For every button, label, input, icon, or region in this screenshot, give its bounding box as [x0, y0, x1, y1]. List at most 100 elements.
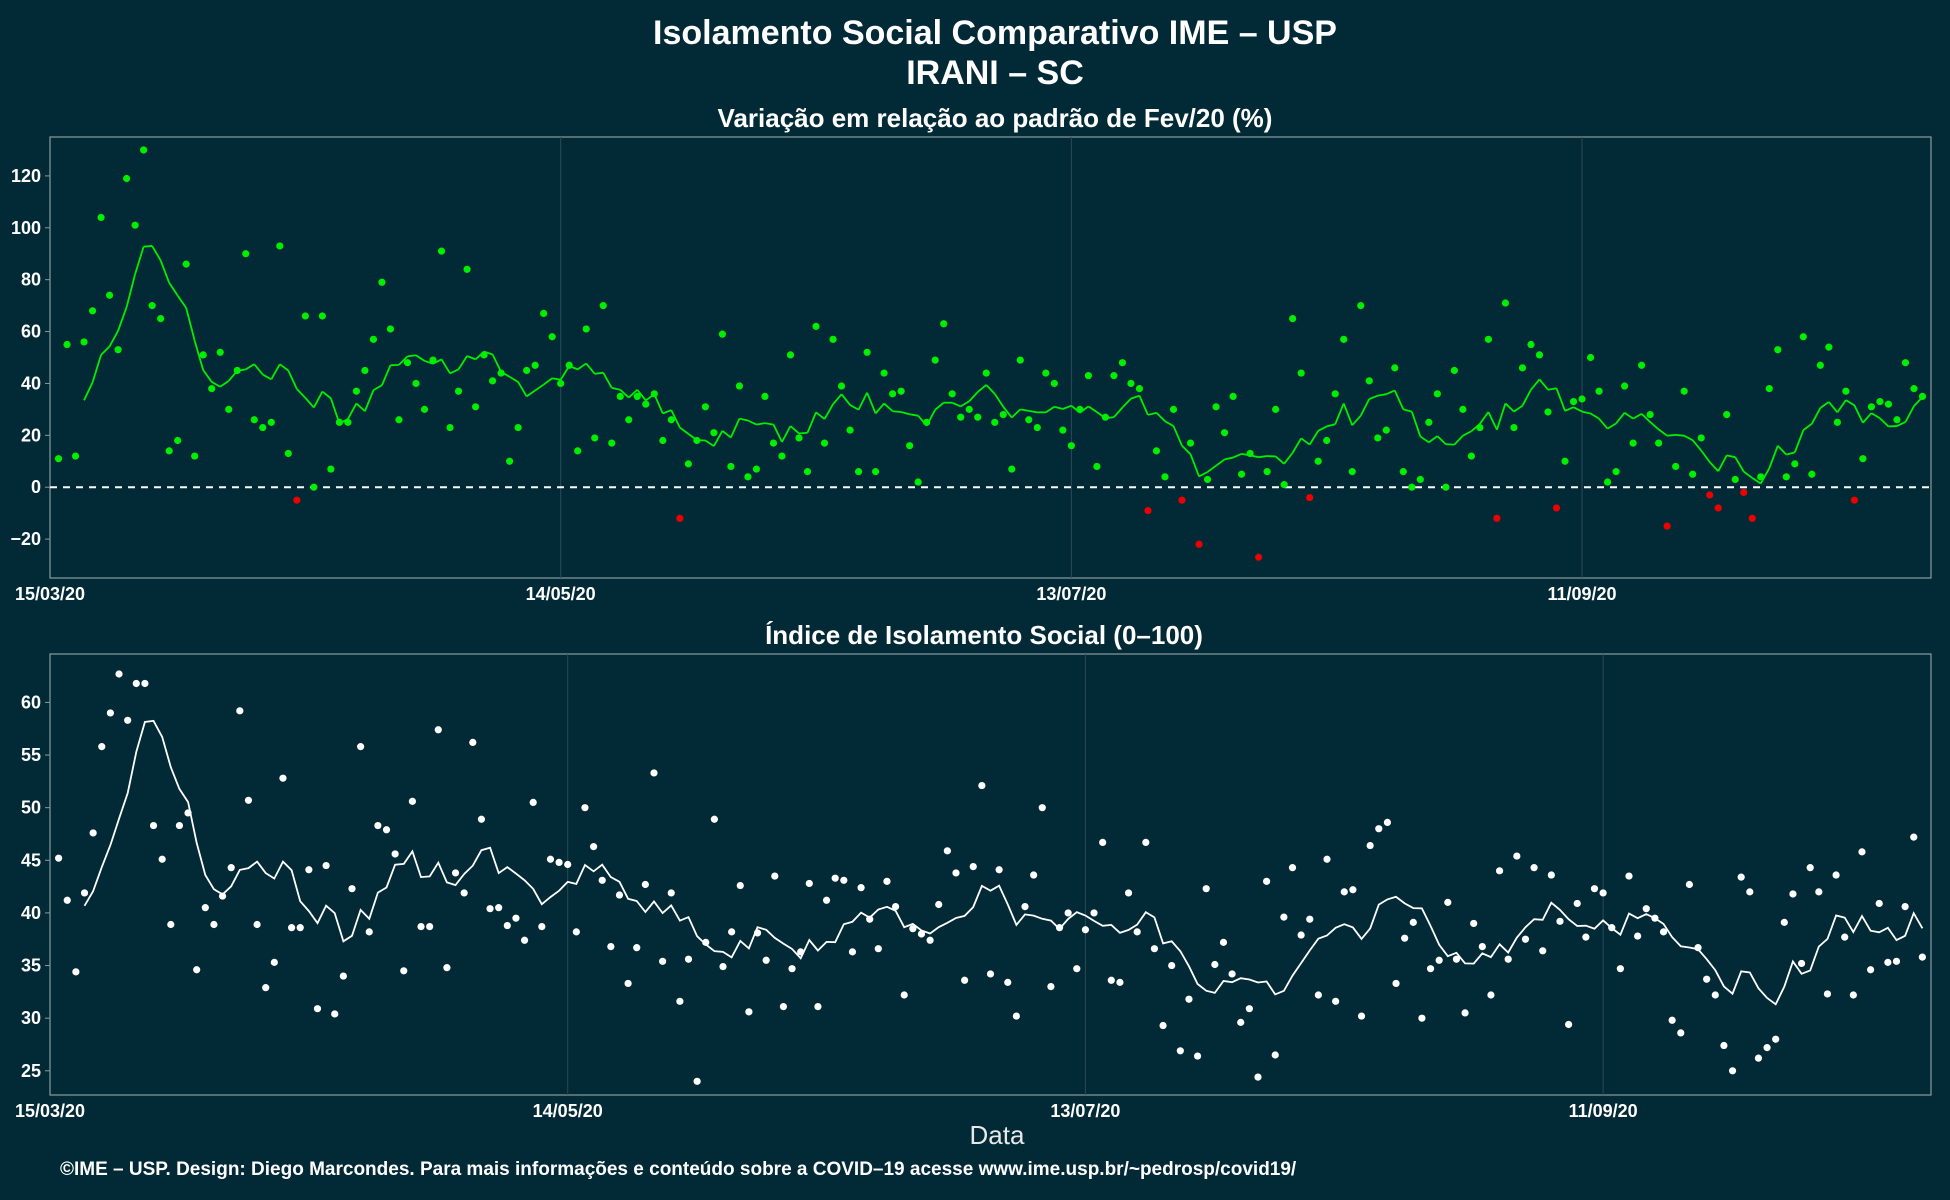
- data-point: [693, 436, 701, 445]
- data-point: [1220, 429, 1229, 437]
- data-point: [276, 242, 284, 250]
- data-point: [1365, 377, 1373, 385]
- data-point: [906, 442, 914, 450]
- data-point: [900, 991, 908, 999]
- data-point: [1263, 468, 1271, 476]
- trend-line-segment: [1521, 389, 1532, 407]
- trend-line-segment: [1598, 418, 1609, 430]
- trend-line-segment: [636, 389, 647, 402]
- data-point: [607, 942, 615, 951]
- data-point: [676, 514, 684, 522]
- data-point: [1185, 995, 1193, 1003]
- trend-line-segment: [245, 363, 255, 371]
- data-point: [1510, 423, 1518, 432]
- data-point: [846, 426, 854, 434]
- trend-line-segment: [1726, 454, 1736, 459]
- data-point: [451, 869, 460, 877]
- data-point: [1332, 997, 1340, 1005]
- data-point: [940, 320, 948, 328]
- data-point: [1763, 1044, 1771, 1052]
- trend-line-segment: [628, 389, 638, 399]
- trend-line-segment: [892, 410, 902, 413]
- trend-line-segment: [1155, 412, 1166, 422]
- data-point: [1689, 470, 1697, 478]
- data-point: [1289, 314, 1297, 323]
- x-tick-label: 14/05/20: [526, 584, 596, 604]
- data-point: [1697, 434, 1705, 442]
- data-point: [1504, 955, 1512, 963]
- data-point: [279, 774, 287, 782]
- data-point: [201, 904, 209, 912]
- trend-line-segment: [1786, 451, 1796, 456]
- data-point: [1677, 1029, 1685, 1037]
- data-point: [735, 382, 744, 390]
- data-point: [1245, 1005, 1253, 1013]
- trend-line-segment: [1300, 437, 1311, 446]
- data-point: [1280, 481, 1288, 489]
- data-point: [131, 221, 139, 229]
- trend-line-segment: [296, 388, 306, 399]
- trend-line-segment: [994, 393, 1005, 408]
- trend-line-segment: [219, 380, 230, 388]
- y-tick-label: 100: [11, 218, 41, 238]
- data-point: [659, 436, 667, 445]
- data-point: [1374, 434, 1382, 442]
- data-point: [1808, 470, 1816, 478]
- data-point: [1255, 553, 1263, 561]
- data-point: [1620, 382, 1629, 390]
- data-point: [866, 915, 874, 923]
- trend-line-segment: [883, 402, 894, 412]
- data-point: [840, 876, 848, 884]
- trend-line-segment: [960, 400, 970, 408]
- data-point: [148, 302, 156, 310]
- data-point: [1737, 873, 1745, 881]
- data-point: [1467, 452, 1475, 460]
- trend-line-segment: [730, 418, 741, 438]
- y-tick-label: −20: [10, 529, 41, 549]
- data-point: [1340, 888, 1348, 896]
- data-point: [225, 405, 233, 413]
- trend-line-segment: [1590, 412, 1600, 420]
- data-point: [1168, 961, 1176, 970]
- data-point: [1090, 909, 1098, 917]
- data-point: [293, 496, 301, 504]
- trend-line-segment: [1359, 398, 1371, 417]
- trend-line-segment: [840, 393, 851, 406]
- trend-line-segment: [176, 295, 187, 309]
- data-point: [1616, 965, 1624, 973]
- data-point: [1127, 379, 1135, 388]
- data-point: [1535, 351, 1544, 359]
- data-point: [1280, 913, 1288, 921]
- data-point: [889, 390, 897, 398]
- data-point: [1703, 975, 1711, 983]
- trend-line-segment: [1538, 378, 1549, 391]
- trend-line-segment: [1283, 452, 1294, 465]
- trend-line-segment: [125, 273, 136, 308]
- data-point: [158, 855, 166, 863]
- trend-line-segment: [1615, 412, 1626, 425]
- trend-line-segment: [756, 422, 766, 426]
- data-point: [184, 809, 192, 817]
- data-point: [762, 956, 770, 964]
- trend-line-segment: [713, 430, 724, 447]
- data-point: [982, 369, 990, 377]
- data-point: [259, 423, 267, 432]
- data-point: [1152, 447, 1161, 455]
- data-point: [523, 366, 531, 375]
- trend-line-segment: [1147, 411, 1157, 416]
- data-point: [1544, 408, 1552, 416]
- data-point: [965, 405, 973, 413]
- data-point: [71, 452, 80, 460]
- data-point: [1765, 385, 1773, 393]
- trend-line-segment: [287, 370, 298, 390]
- data-point: [1603, 478, 1612, 486]
- trend-line-segment: [398, 355, 409, 366]
- data-point: [1772, 1035, 1780, 1043]
- trend-line-segment: [543, 377, 553, 386]
- data-point: [1825, 343, 1833, 351]
- data-point: [1892, 957, 1901, 965]
- data-point: [1288, 864, 1297, 872]
- data-point: [883, 877, 891, 885]
- data-point: [1081, 926, 1090, 934]
- trend-line-segment: [849, 404, 860, 411]
